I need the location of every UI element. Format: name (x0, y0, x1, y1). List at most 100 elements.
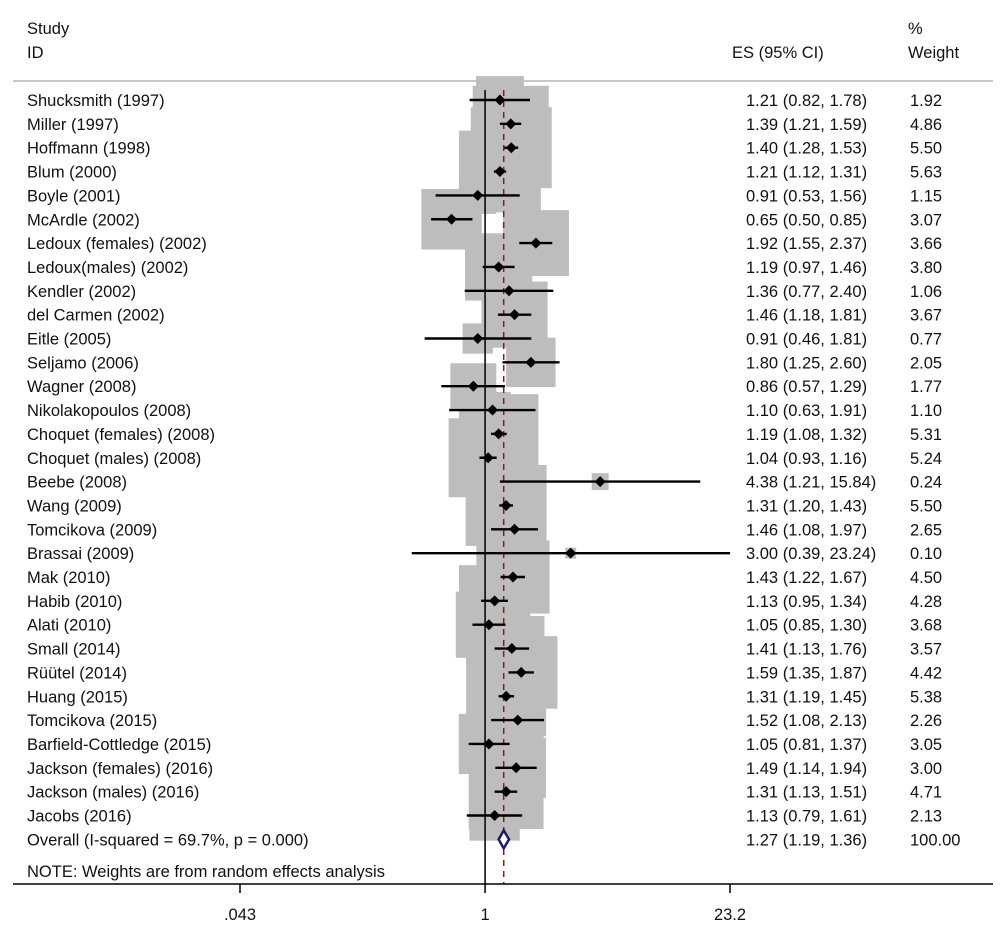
weight-value: 3.05 (910, 736, 942, 754)
es-ci-value: 1.43 (1.22, 1.67) (746, 569, 867, 587)
weight-value: 1.92 (910, 92, 942, 110)
x-axis-ticks: .043 1 23.2 (224, 884, 746, 924)
weight-value: 3.67 (910, 307, 942, 325)
point-estimate (594, 476, 606, 488)
study-label: Jackson (females) (2016) (27, 760, 213, 778)
weight-value: 3.68 (910, 617, 942, 635)
point-estimate (487, 404, 499, 416)
point-estimate (510, 762, 522, 774)
study-label: Habib (2010) (27, 593, 122, 611)
point-estimate (500, 690, 512, 702)
point-estimate (500, 786, 512, 798)
study-label: Shucksmith (1997) (27, 92, 165, 110)
weight-value: 3.00 (910, 760, 942, 778)
weight-value: 5.50 (910, 497, 942, 515)
es-ci-value: 1.31 (1.19, 1.45) (746, 688, 867, 706)
weight-percent-header: % (908, 20, 923, 38)
study-label: Choquet (females) (2008) (27, 426, 215, 444)
study-label: McArdle (2002) (27, 211, 140, 229)
point-estimate (467, 380, 479, 392)
x-tick-label: 1 (480, 906, 489, 924)
weight-value: 4.50 (910, 569, 942, 587)
weight-value: 5.50 (910, 140, 942, 158)
es-ci-value: 1.46 (1.08, 1.97) (746, 521, 867, 539)
reference-lines (484, 90, 505, 884)
weight-value: 5.63 (910, 164, 942, 182)
es-ci-value: 0.65 (0.50, 0.85) (746, 211, 867, 229)
point-estimate (494, 94, 506, 106)
study-label: Mak (2010) (27, 569, 110, 587)
es-ci-value: 1.31 (1.20, 1.43) (746, 497, 867, 515)
es-ci-value: 1.31 (1.13, 1.51) (746, 784, 867, 802)
study-label: Tomcikova (2009) (27, 521, 157, 539)
weight-value: 3.57 (910, 641, 942, 659)
weight-value: 1.15 (910, 187, 942, 205)
study-label: Brassai (2009) (27, 545, 134, 563)
weight-value: 2.05 (910, 354, 942, 372)
es-ci-value: 3.00 (0.39, 23.24) (746, 545, 876, 563)
weight-value: 0.24 (910, 474, 942, 492)
study-label: Miller (1997) (27, 116, 119, 134)
point-estimate (493, 428, 505, 440)
point-estimate (507, 571, 519, 583)
point-estimate (483, 738, 495, 750)
study-label: Nikolakopoulos (2008) (27, 402, 191, 420)
point-estimate (446, 213, 458, 225)
weight-value: 2.65 (910, 521, 942, 539)
point-estimate (509, 309, 521, 321)
point-estimate (505, 142, 517, 154)
study-labels: Shucksmith (1997) 1.21 (0.82, 1.78) 1.92 Mi… (27, 92, 960, 849)
weights-note: NOTE: Weights are from random effects an… (27, 863, 385, 881)
weight-value: 4.71 (910, 784, 942, 802)
weight-value: 5.31 (910, 426, 942, 444)
study-label: del Carmen (2002) (27, 307, 165, 325)
study-label: Beebe (2008) (27, 474, 127, 492)
es-ci-value: 1.05 (0.81, 1.37) (746, 736, 867, 754)
es-ci-value: 1.19 (0.97, 1.46) (746, 259, 867, 277)
point-estimate (489, 810, 501, 821)
es-ci-value: 1.27 (1.19, 1.36) (746, 831, 867, 849)
es-ci-value: 1.52 (1.08, 2.13) (746, 712, 867, 730)
point-estimate (483, 619, 495, 631)
overall-diamond (497, 827, 511, 851)
es-ci-value: 1.40 (1.28, 1.53) (746, 140, 867, 158)
weight-value: 2.13 (910, 808, 942, 826)
point-estimate (494, 166, 506, 178)
es-ci-value: 1.92 (1.55, 2.37) (746, 235, 867, 253)
point-estimate (472, 333, 484, 344)
weight-value: 4.42 (910, 664, 942, 682)
study-label: Wagner (2008) (27, 378, 136, 396)
point-estimate (509, 523, 521, 535)
weight-value: 1.06 (910, 283, 942, 301)
study-label: Choquet (males) (2008) (27, 450, 201, 468)
study-label: Overall (I-squared = 69.7%, p = 0.000) (27, 831, 309, 849)
es-ci-value: 4.38 (1.21, 15.84) (746, 474, 876, 492)
es-ci-value: 1.13 (0.95, 1.34) (746, 593, 867, 611)
point-estimate (493, 261, 505, 273)
weight-value: 3.07 (910, 211, 942, 229)
es-ci-value: 1.59 (1.35, 1.87) (746, 664, 867, 682)
study-label: Blum (2000) (27, 164, 117, 182)
weight-value: 2.26 (910, 712, 942, 730)
study-label: Barfield-Cottledge (2015) (27, 736, 211, 754)
weight-value: 4.28 (910, 593, 942, 611)
es-ci-value: 1.04 (0.93, 1.16) (746, 450, 867, 468)
weight-value: 3.80 (910, 259, 942, 277)
weight-header: Weight (908, 44, 959, 62)
es-ci-value: 1.21 (0.82, 1.78) (746, 92, 867, 110)
point-estimate (515, 666, 527, 678)
es-ci-value: 1.19 (1.08, 1.32) (746, 426, 867, 444)
weight-value: 3.66 (910, 235, 942, 253)
es-ci-value: 0.91 (0.53, 1.56) (746, 187, 867, 205)
study-label: Kendler (2002) (27, 283, 136, 301)
study-label: Wang (2009) (27, 497, 122, 515)
es-ci-value: 1.05 (0.85, 1.30) (746, 617, 867, 635)
es-ci-value: 1.10 (0.63, 1.91) (746, 402, 867, 420)
point-estimate (482, 452, 494, 464)
es-ci-value: 1.13 (0.79, 1.61) (746, 808, 867, 826)
point-estimate (489, 595, 501, 607)
study-label: Alati (2010) (27, 617, 111, 635)
point-estimate (503, 285, 515, 297)
study-label: Seljamo (2006) (27, 354, 139, 372)
